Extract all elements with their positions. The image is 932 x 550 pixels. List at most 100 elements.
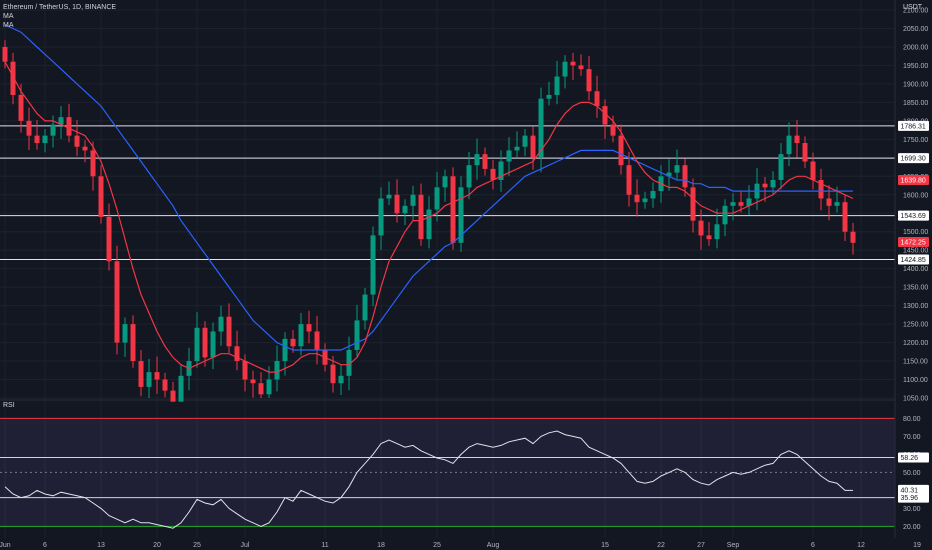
level-label: 1424.85 bbox=[901, 257, 926, 264]
candle-body bbox=[194, 327, 200, 362]
candle-body bbox=[530, 135, 536, 158]
candle-body bbox=[546, 94, 552, 99]
candle-body bbox=[722, 205, 728, 225]
candle-body bbox=[74, 135, 80, 147]
date-tick-label: Sep bbox=[727, 542, 740, 549]
rsi-tick-label: 50.00 bbox=[903, 470, 921, 477]
currency-label: USDT bbox=[903, 4, 923, 11]
rsi-line bbox=[4, 430, 853, 529]
candle-body bbox=[554, 76, 560, 95]
candle-body bbox=[394, 194, 400, 214]
candle-body bbox=[18, 94, 24, 121]
level-label-box bbox=[898, 254, 929, 265]
candle-body bbox=[386, 194, 392, 199]
candle-body bbox=[698, 220, 704, 236]
price-tick-label: 1900.00 bbox=[903, 81, 928, 88]
price-label: 1472.25 bbox=[901, 239, 926, 246]
candle-body bbox=[50, 124, 56, 136]
candle-body bbox=[482, 154, 488, 169]
candle-body bbox=[786, 135, 792, 155]
candle-body bbox=[770, 179, 776, 188]
candle-body bbox=[666, 172, 672, 177]
candle-body bbox=[418, 194, 424, 240]
candle-body bbox=[82, 146, 88, 151]
ma-legend-1[interactable]: MA bbox=[3, 13, 14, 20]
level-label: 1786.31 bbox=[901, 123, 926, 130]
price-tick-label: 1200.00 bbox=[903, 340, 928, 347]
candle-body bbox=[650, 191, 656, 199]
candle-body bbox=[626, 165, 632, 195]
time-axis bbox=[0, 538, 932, 550]
candle-body bbox=[106, 216, 112, 262]
candle-body bbox=[34, 135, 40, 144]
candle-body bbox=[402, 205, 408, 214]
date-tick-label: 13 bbox=[97, 542, 105, 549]
candle-body bbox=[178, 375, 184, 402]
candle-body bbox=[346, 349, 352, 376]
candle-body bbox=[562, 61, 568, 77]
candle-body bbox=[362, 294, 368, 321]
price-tick-label: 1950.00 bbox=[903, 63, 928, 70]
price-label: 1639.80 bbox=[901, 178, 926, 185]
price-tick-label: 1500.00 bbox=[903, 229, 928, 236]
candle-body bbox=[818, 179, 824, 199]
candle-body bbox=[306, 324, 312, 332]
date-tick-label: Aug bbox=[487, 542, 500, 549]
candle-body bbox=[66, 117, 72, 136]
date-tick-label: 19 bbox=[913, 542, 921, 549]
candle-body bbox=[674, 165, 680, 173]
candle-body bbox=[730, 202, 736, 206]
candle-body bbox=[714, 224, 720, 240]
rsi-tick-label: 80.00 bbox=[903, 416, 921, 423]
candle-body bbox=[226, 316, 232, 347]
candle-body bbox=[802, 143, 808, 162]
candle-body bbox=[642, 198, 648, 203]
candle-body bbox=[498, 161, 504, 180]
candle-body bbox=[354, 320, 360, 350]
rsi-level-label-box bbox=[898, 452, 929, 463]
price-tick-label: 1600.00 bbox=[903, 192, 928, 199]
ma-legend-2[interactable]: MA bbox=[3, 22, 14, 29]
candle-body bbox=[218, 316, 224, 332]
candle-body bbox=[130, 324, 136, 362]
price-tick-label: 2000.00 bbox=[903, 44, 928, 51]
candle-body bbox=[522, 135, 528, 147]
candle-body bbox=[514, 146, 520, 151]
candle-body bbox=[490, 168, 496, 180]
price-tick-label: 2050.00 bbox=[903, 26, 928, 33]
candle-body bbox=[98, 176, 104, 217]
candle-body bbox=[706, 235, 712, 240]
candle-body bbox=[154, 372, 160, 380]
candle-body bbox=[538, 98, 544, 158]
candle-body bbox=[690, 187, 696, 221]
candle-body bbox=[466, 165, 472, 188]
candle-body bbox=[810, 161, 816, 180]
price-tick-label: 1400.00 bbox=[903, 266, 928, 273]
date-tick-label: 27 bbox=[697, 542, 705, 549]
rsi-level-label: 58.26 bbox=[901, 455, 919, 462]
candle-body bbox=[434, 187, 440, 210]
rsi-tick-label: 20.00 bbox=[903, 524, 921, 531]
candle-body bbox=[746, 198, 752, 206]
candle-body bbox=[850, 231, 856, 243]
candle-body bbox=[274, 361, 280, 380]
candle-body bbox=[610, 124, 616, 136]
candle-body bbox=[90, 150, 96, 177]
candle-body bbox=[138, 361, 144, 387]
level-label-box bbox=[898, 120, 929, 131]
candle-body bbox=[146, 372, 152, 387]
candle-body bbox=[826, 198, 832, 206]
candle-body bbox=[634, 194, 640, 203]
price-label-box bbox=[898, 236, 929, 247]
candle-body bbox=[578, 65, 584, 70]
candle-body bbox=[474, 154, 480, 166]
candle-body bbox=[42, 135, 48, 144]
candle-body bbox=[442, 176, 448, 188]
candle-body bbox=[258, 383, 264, 395]
price-tick-label: 1850.00 bbox=[903, 100, 928, 107]
ma-fast-line bbox=[4, 61, 854, 373]
rsi-current-label-box bbox=[898, 484, 929, 495]
candle-body bbox=[378, 198, 384, 236]
rsi-legend[interactable]: RSI bbox=[3, 402, 15, 409]
